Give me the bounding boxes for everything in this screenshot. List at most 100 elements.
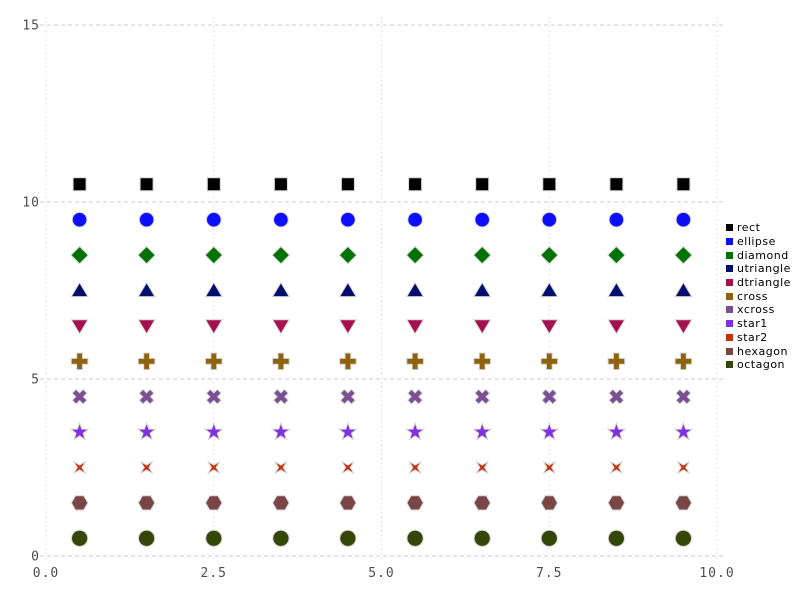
legend-item-hexagon: hexagon: [726, 344, 791, 358]
marker-star2: [341, 460, 355, 475]
legend-label: octagon: [737, 358, 786, 372]
marker-hexagon: [272, 495, 290, 511]
marker-diamond: [607, 245, 626, 265]
marker-xcross: [138, 388, 155, 405]
marker-dtriangle: [137, 319, 156, 335]
marker-octagon: [607, 529, 626, 548]
marker-ellipse: [541, 211, 558, 228]
legend-item-star2: star2: [726, 331, 791, 345]
marker-dtriangle: [674, 319, 693, 335]
legend-label: xcross: [737, 303, 775, 317]
legend-swatch-octagon: [726, 361, 733, 369]
marker-star2: [207, 460, 221, 475]
marker-xcross: [608, 388, 625, 405]
marker-dtriangle: [271, 319, 291, 335]
marker-hexagon: [607, 495, 626, 511]
marker-diamond: [70, 245, 89, 265]
marker-star1: [606, 421, 627, 441]
marker-diamond: [674, 245, 693, 265]
marker-ellipse: [340, 211, 356, 228]
marker-cross: [272, 352, 290, 371]
marker-cross: [607, 352, 626, 371]
marker-utriangle: [473, 281, 492, 298]
x-tick-label: 2.5: [201, 566, 227, 581]
legend-swatch-star1: [726, 320, 733, 328]
legend-swatch-ellipse: [726, 238, 733, 246]
marker-rect: [408, 177, 423, 192]
x-tick-label: 0.0: [33, 566, 59, 581]
marker-dtriangle: [70, 319, 89, 335]
marker-rect: [676, 177, 691, 192]
legend-label: star1: [737, 317, 768, 331]
marker-star1: [673, 421, 694, 441]
marker-octagon: [70, 529, 89, 548]
marker-utriangle: [607, 281, 626, 298]
marker-ellipse: [71, 211, 88, 228]
marker-hexagon: [137, 495, 156, 511]
marker-xcross: [474, 388, 491, 405]
marker-star2: [542, 460, 556, 475]
marker-diamond: [204, 245, 224, 265]
marker-utriangle: [70, 281, 89, 298]
legend-item-cross: cross: [726, 289, 791, 303]
legend-label: utriangle: [737, 262, 791, 276]
marker-dtriangle: [607, 319, 626, 335]
marker-utriangle: [405, 281, 425, 298]
marker-star1: [136, 421, 157, 441]
marker-star2: [274, 460, 288, 475]
marker-ellipse: [273, 211, 289, 228]
marker-diamond: [539, 245, 559, 265]
marker-octagon: [540, 529, 559, 548]
marker-star2: [676, 460, 690, 475]
marker-diamond: [472, 245, 492, 265]
marker-cross: [473, 352, 492, 371]
marker-star2: [475, 460, 489, 475]
marker-ellipse: [608, 211, 625, 228]
marker-hexagon: [205, 495, 223, 511]
marker-octagon: [473, 529, 491, 548]
legend-swatch-hexagon: [726, 347, 733, 355]
marker-cross: [70, 352, 89, 371]
marker-star1: [539, 421, 560, 441]
marker-cross: [339, 352, 357, 371]
legend-swatch-cross: [726, 292, 733, 300]
legend-item-utriangle: utriangle: [726, 262, 791, 276]
marker-dtriangle: [338, 319, 358, 335]
x-tick-label: 10.0: [699, 566, 734, 581]
marker-xcross: [272, 388, 289, 405]
marker-cross: [205, 352, 223, 371]
marker-octagon: [272, 529, 290, 548]
marker-utriangle: [540, 281, 559, 298]
marker-star2: [609, 460, 623, 475]
legend-label: rect: [737, 221, 761, 235]
marker-dtriangle: [204, 319, 223, 335]
legend-label: ellipse: [737, 235, 776, 249]
marker-star1: [337, 421, 359, 441]
legend-item-rect: rect: [726, 221, 791, 235]
marker-utriangle: [338, 281, 358, 298]
marker-octagon: [406, 529, 424, 548]
legend-item-xcross: xcross: [726, 303, 791, 317]
y-tick-label: 10: [22, 196, 40, 211]
marker-hexagon: [406, 495, 424, 511]
marker-xcross: [205, 388, 222, 405]
marker-dtriangle: [540, 319, 559, 335]
marker-xcross: [339, 388, 356, 405]
legend-label: diamond: [737, 248, 789, 262]
legend-swatch-rect: [726, 224, 733, 232]
marker-star1: [270, 421, 292, 441]
marker-cross: [137, 352, 156, 371]
marker-star2: [408, 460, 422, 475]
marker-star2: [73, 460, 87, 475]
marker-dtriangle: [473, 319, 492, 335]
marker-octagon: [674, 529, 693, 548]
legend-swatch-star2: [726, 333, 733, 341]
marker-octagon: [137, 529, 156, 548]
marker-ellipse: [138, 211, 155, 228]
y-tick-label: 15: [22, 19, 40, 34]
legend-swatch-dtriangle: [726, 279, 733, 287]
marker-cross: [674, 352, 693, 371]
marker-xcross: [71, 388, 88, 405]
